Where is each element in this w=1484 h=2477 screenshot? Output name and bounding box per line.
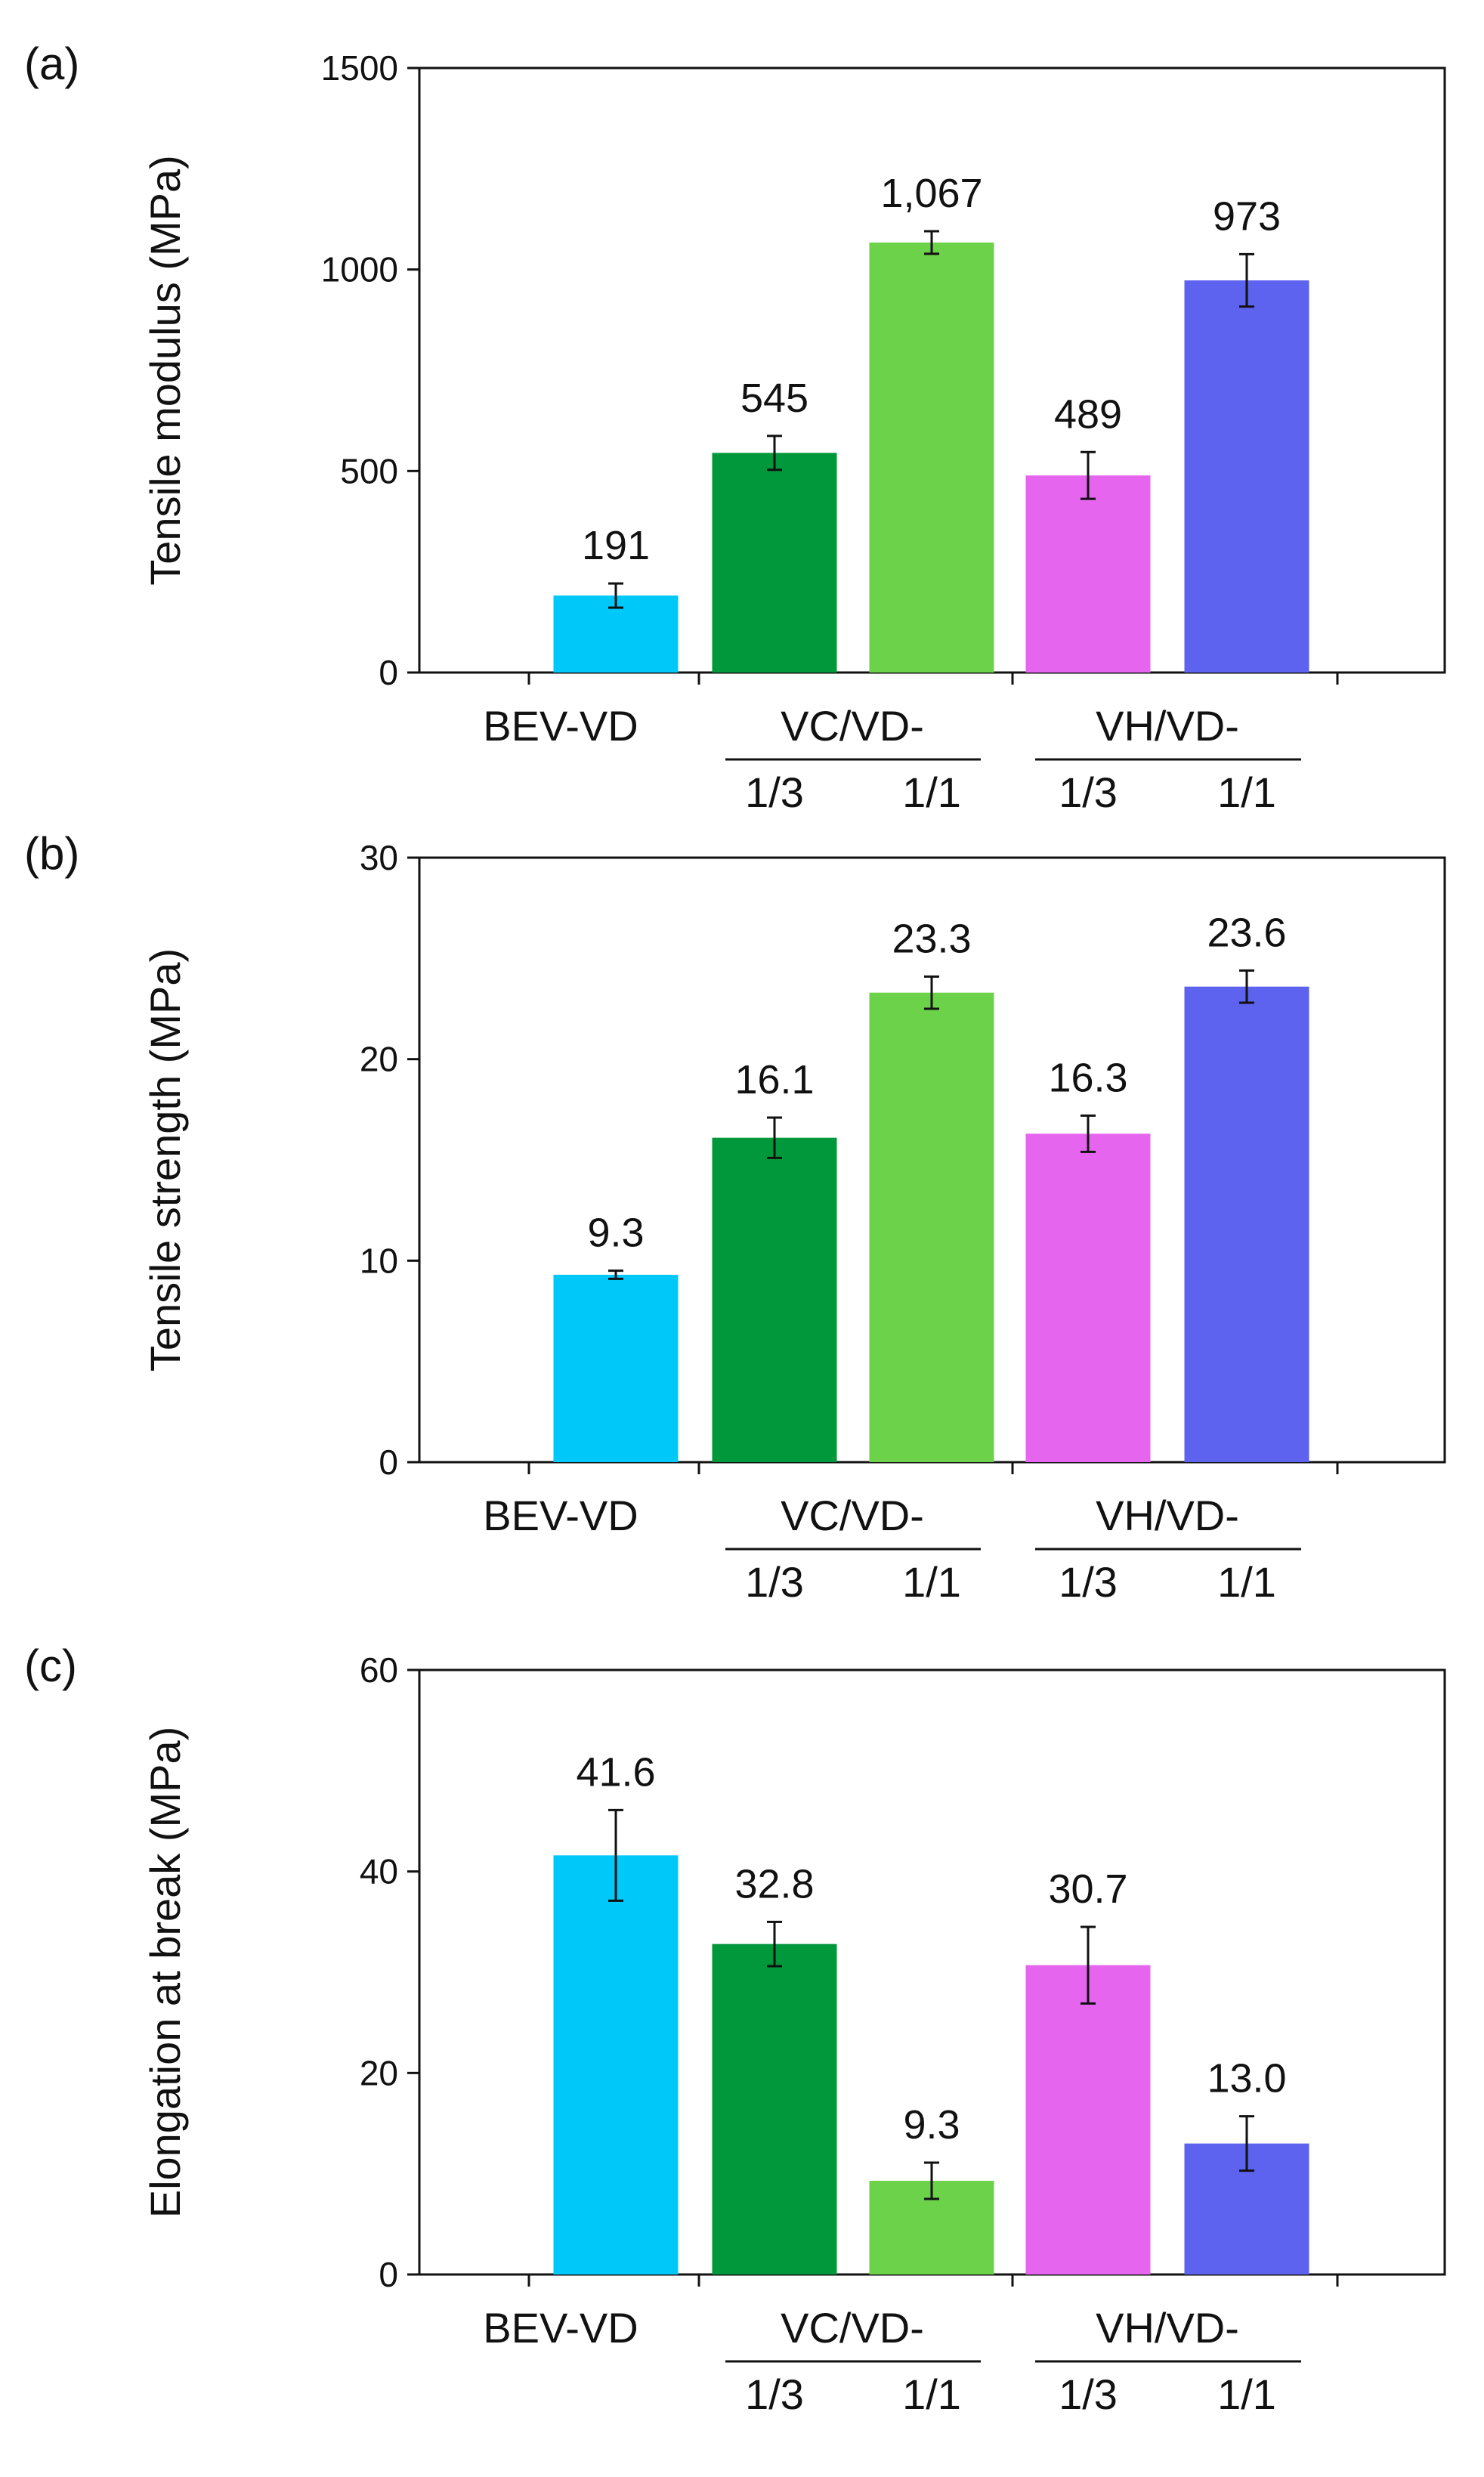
bar bbox=[553, 1275, 679, 1462]
data-label: 191 bbox=[582, 523, 650, 568]
category-label: BEV-VD bbox=[483, 2304, 638, 2352]
sub-category-label: 1/1 bbox=[1217, 1558, 1276, 1606]
bar bbox=[869, 242, 994, 673]
y-tick-label: 40 bbox=[360, 1852, 398, 1891]
panel-label: (a) bbox=[24, 39, 79, 89]
data-label: 32.8 bbox=[734, 1861, 814, 1906]
sub-category-label: 1/3 bbox=[745, 1558, 804, 1606]
chart-panel-2: (c) Elongation at break (MPa) 0 20 40 60 41.6 3… bbox=[24, 1641, 1446, 2418]
sub-category-label: 1/3 bbox=[1059, 768, 1118, 816]
y-tick-label: 1500 bbox=[321, 48, 398, 88]
chart-panel-0: (a) Tensile modulus (MPa) 0 500 1000 1500 191 5… bbox=[24, 39, 1446, 816]
group-label: VC/VD- bbox=[781, 702, 924, 750]
data-label: 16.3 bbox=[1048, 1055, 1127, 1100]
data-label: 30.7 bbox=[1048, 1866, 1127, 1912]
data-label: 9.3 bbox=[903, 2102, 960, 2148]
group-label: VH/VD- bbox=[1096, 1492, 1239, 1539]
sub-category-label: 1/1 bbox=[902, 768, 961, 816]
data-label: 973 bbox=[1213, 193, 1281, 239]
sub-category-label: 1/1 bbox=[1217, 2370, 1276, 2418]
y-tick-label: 30 bbox=[360, 838, 398, 877]
group-label: VH/VD- bbox=[1096, 2304, 1239, 2352]
y-tick-label: 0 bbox=[379, 2255, 398, 2294]
data-label: 23.6 bbox=[1207, 910, 1286, 955]
data-label: 13.0 bbox=[1207, 2056, 1286, 2101]
chart-panel-1: (b) Tensile strength (MPa) 0 10 20 30 9.3 16.1 2… bbox=[24, 828, 1446, 1606]
data-label: 489 bbox=[1054, 391, 1122, 437]
data-label: 23.3 bbox=[892, 916, 971, 961]
y-tick-label: 10 bbox=[360, 1241, 398, 1280]
data-label: 9.3 bbox=[587, 1211, 644, 1256]
y-axis-title: Tensile strength (MPa) bbox=[141, 948, 189, 1371]
group-label: VC/VD- bbox=[781, 2304, 924, 2352]
bar bbox=[1025, 1133, 1151, 1462]
bar bbox=[869, 992, 994, 1462]
panel-label: (b) bbox=[24, 828, 79, 879]
bar bbox=[712, 453, 837, 673]
y-tick-label: 500 bbox=[340, 451, 398, 490]
sub-category-label: 1/1 bbox=[902, 1558, 961, 1606]
sub-category-label: 1/3 bbox=[745, 2370, 804, 2418]
data-label: 1,067 bbox=[880, 171, 982, 216]
group-label: VC/VD- bbox=[781, 1492, 924, 1539]
panels: (a)Tensile modulus (MPa)0500100015001915… bbox=[24, 39, 1446, 2418]
data-label: 16.1 bbox=[734, 1057, 814, 1102]
bar bbox=[553, 1855, 679, 2274]
y-tick-label: 0 bbox=[379, 1443, 398, 1482]
y-tick-label: 1000 bbox=[321, 250, 398, 289]
sub-category-label: 1/1 bbox=[902, 2370, 961, 2418]
category-label: BEV-VD bbox=[483, 1492, 638, 1539]
bar bbox=[712, 1137, 837, 1462]
bar bbox=[712, 1944, 837, 2274]
bar bbox=[1184, 986, 1309, 1462]
bar bbox=[1025, 1965, 1151, 2274]
sub-category-label: 1/3 bbox=[1059, 2370, 1118, 2418]
data-label: 41.6 bbox=[576, 1749, 655, 1795]
y-tick-label: 20 bbox=[360, 2053, 398, 2092]
group-label: VH/VD- bbox=[1096, 702, 1239, 750]
data-label: 545 bbox=[740, 376, 808, 421]
panel-label: (c) bbox=[24, 1641, 77, 1691]
y-axis-title: Tensile modulus (MPa) bbox=[141, 155, 189, 586]
sub-category-label: 1/3 bbox=[745, 768, 804, 816]
y-tick-label: 60 bbox=[360, 1650, 398, 1690]
category-label: BEV-VD bbox=[483, 702, 638, 750]
y-tick-label: 20 bbox=[360, 1040, 398, 1079]
sub-category-label: 1/3 bbox=[1059, 1558, 1118, 1606]
y-axis-title: Elongation at break (MPa) bbox=[141, 1727, 189, 2219]
sub-category-label: 1/1 bbox=[1217, 768, 1276, 816]
bar bbox=[1184, 280, 1309, 673]
y-tick-label: 0 bbox=[379, 653, 398, 692]
bar bbox=[1025, 475, 1151, 673]
